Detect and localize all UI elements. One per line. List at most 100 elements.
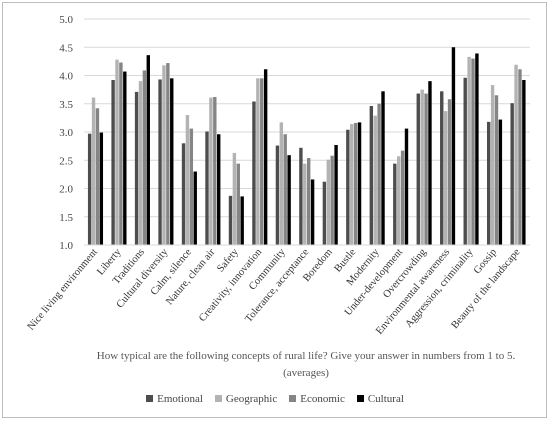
- bar-cultural-8: [287, 155, 291, 245]
- bar-emotional-7: [252, 101, 256, 246]
- y-tick-label: 1.5: [59, 212, 73, 224]
- legend-swatch: [356, 395, 364, 402]
- bar-cultural-12: [381, 91, 385, 245]
- bar-economic-0: [95, 108, 100, 246]
- y-tick-label: 2.5: [59, 155, 73, 167]
- bar-cultural-6: [240, 196, 244, 245]
- bar-economic-3: [166, 63, 170, 245]
- bar-emotional-10: [322, 181, 327, 245]
- bar-economic-14: [424, 93, 428, 245]
- bar-cultural-9: [310, 179, 315, 245]
- bar-cultural-5: [217, 134, 221, 245]
- bar-geographic-5: [209, 97, 213, 245]
- bar-geographic-1: [115, 59, 119, 246]
- bar-cultural-4: [193, 171, 197, 245]
- bar-emotional-16: [463, 77, 467, 245]
- y-tick-label: 4.5: [59, 42, 73, 54]
- legend: Emotional Geographic Economic Cultural: [0, 393, 550, 405]
- bar-economic-16: [471, 58, 475, 245]
- x-axis-tick-labels: Nice living environmentLibertyTraditions…: [26, 246, 523, 337]
- bar-geographic-4: [185, 115, 190, 245]
- bar-geographic-0: [91, 97, 96, 245]
- legend-label: Geographic: [225, 393, 278, 405]
- bar-cultural-17: [498, 119, 503, 245]
- bar-cultural-14: [428, 81, 432, 246]
- bar-cultural-1: [123, 71, 127, 245]
- bar-geographic-9: [303, 163, 307, 245]
- bar-geographic-6: [232, 152, 237, 245]
- legend-swatch: [146, 395, 154, 402]
- bar-emotional-6: [228, 195, 233, 245]
- bar-cultural-18: [522, 80, 526, 246]
- bar-economic-1: [119, 62, 123, 245]
- bars: [87, 47, 526, 246]
- bar-emotional-17: [486, 121, 491, 245]
- legend-swatch: [214, 395, 222, 402]
- bar-geographic-13: [396, 156, 401, 245]
- bar-economic-15: [447, 99, 452, 245]
- bar-emotional-15: [440, 91, 444, 245]
- bar-economic-9: [307, 157, 311, 245]
- y-tick-label: 1.0: [59, 240, 73, 252]
- bar-geographic-3: [162, 65, 166, 245]
- bar-economic-11: [353, 122, 358, 245]
- legend-item-emotional: Emotional: [146, 393, 203, 405]
- x-tick-label: Nice living environment: [26, 247, 100, 333]
- legend-label: Emotional: [157, 393, 203, 405]
- bar-geographic-10: [326, 159, 330, 245]
- bar-cultural-0: [99, 132, 104, 245]
- bar-emotional-13: [393, 163, 397, 245]
- bar-cultural-2: [146, 55, 150, 245]
- bar-emotional-12: [369, 106, 374, 245]
- bar-geographic-17: [490, 85, 495, 245]
- bar-economic-8: [283, 134, 287, 245]
- y-tick-label: 4.0: [59, 71, 73, 83]
- bar-geographic-11: [350, 124, 354, 245]
- bar-economic-2: [142, 70, 147, 245]
- bar-economic-12: [377, 103, 381, 245]
- bar-emotional-11: [346, 129, 350, 245]
- y-axis-ticks: 1.0 1.5 2.0 2.5 3.0 3.5 4.0 4.5 5.0: [59, 14, 73, 252]
- y-tick-label: 2.0: [59, 184, 73, 196]
- bar-cultural-13: [404, 128, 409, 245]
- bar-emotional-4: [181, 143, 186, 245]
- legend-label: Cultural: [367, 393, 404, 405]
- bar-emotional-0: [87, 133, 92, 245]
- figure-frame: [2, 2, 547, 418]
- bar-economic-18: [518, 69, 522, 245]
- bar-emotional-14: [416, 93, 420, 245]
- bar-emotional-8: [275, 145, 280, 245]
- legend-swatch: [289, 395, 297, 402]
- bar-economic-13: [400, 150, 405, 245]
- y-tick-label: 5.0: [59, 14, 73, 26]
- bar-cultural-15: [451, 47, 456, 245]
- bar-emotional-1: [111, 80, 115, 246]
- bar-economic-6: [236, 163, 240, 245]
- legend-item-cultural: Cultural: [356, 393, 404, 405]
- bar-geographic-8: [279, 122, 284, 245]
- bar-economic-5: [213, 96, 217, 245]
- bar-geographic-7: [256, 78, 260, 245]
- bar-cultural-10: [334, 144, 338, 245]
- bar-emotional-3: [158, 79, 162, 245]
- y-tick-label: 3.5: [59, 99, 73, 111]
- x-axis-label: How typical are the following concepts o…: [96, 350, 516, 379]
- bar-economic-7: [260, 78, 264, 245]
- bar-cultural-7: [263, 69, 268, 245]
- y-tick-label: 3.0: [59, 127, 73, 139]
- bar-geographic-2: [138, 81, 143, 246]
- bar-economic-4: [189, 128, 194, 245]
- bar-geographic-15: [443, 111, 448, 245]
- bar-emotional-5: [205, 131, 209, 245]
- bar-geographic-14: [420, 89, 424, 245]
- bar-economic-10: [330, 155, 334, 245]
- bar-cultural-16: [475, 53, 479, 246]
- bar-geographic-12: [373, 115, 377, 246]
- legend-item-economic: Economic: [289, 393, 345, 405]
- bar-geographic-16: [467, 56, 471, 246]
- bar-cultural-3: [170, 78, 174, 245]
- legend-item-geographic: Geographic: [214, 393, 278, 405]
- bar-emotional-9: [299, 147, 303, 245]
- bar-cultural-11: [357, 122, 362, 245]
